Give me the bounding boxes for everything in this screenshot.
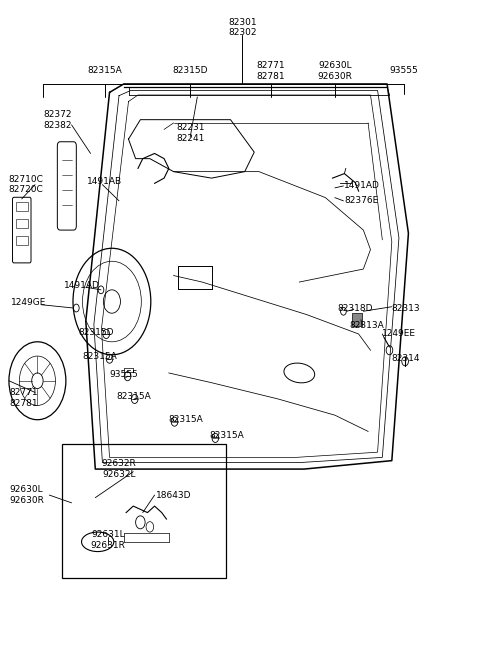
Text: 82315A: 82315A <box>117 392 151 402</box>
Text: 82313A: 82313A <box>349 321 384 330</box>
Text: 92631L
92631R: 92631L 92631R <box>91 530 126 550</box>
Text: 82376E: 82376E <box>344 196 379 206</box>
Text: 1249GE: 1249GE <box>12 298 47 307</box>
Text: 82771
82781: 82771 82781 <box>256 61 285 81</box>
Text: 82315A: 82315A <box>168 415 203 424</box>
Text: 82372
82382: 82372 82382 <box>43 110 72 130</box>
Text: 82314: 82314 <box>392 354 420 363</box>
Bar <box>62 444 226 578</box>
Text: 92630L
92630R: 92630L 92630R <box>317 61 352 81</box>
Text: 93555: 93555 <box>389 66 418 75</box>
Text: 18643D: 18643D <box>156 491 191 500</box>
Text: 82315D: 82315D <box>172 66 208 75</box>
Text: 1249EE: 1249EE <box>383 329 416 339</box>
Text: 82313: 82313 <box>392 303 420 312</box>
Text: 82231
82241: 82231 82241 <box>176 122 204 143</box>
Text: 82315A: 82315A <box>83 352 117 361</box>
Bar <box>352 313 362 326</box>
Text: 82771
82781: 82771 82781 <box>10 388 38 407</box>
Text: 93555: 93555 <box>109 370 138 379</box>
Bar <box>16 219 28 228</box>
Text: 1491AD: 1491AD <box>63 281 99 290</box>
Text: 82301
82302: 82301 82302 <box>228 18 257 37</box>
Text: 92630L
92630R: 92630L 92630R <box>9 485 44 505</box>
Text: 1491AD: 1491AD <box>344 181 380 191</box>
Text: 82318D: 82318D <box>337 303 373 312</box>
Text: 92632R
92632L: 92632R 92632L <box>102 459 136 479</box>
Bar <box>16 236 28 245</box>
Text: 82315A: 82315A <box>87 66 122 75</box>
Text: 82315A: 82315A <box>209 432 244 440</box>
Text: 82315D: 82315D <box>79 328 114 337</box>
Text: 1491AB: 1491AB <box>87 177 122 186</box>
Bar <box>16 202 28 211</box>
Text: 82710C
82720C: 82710C 82720C <box>8 175 43 195</box>
